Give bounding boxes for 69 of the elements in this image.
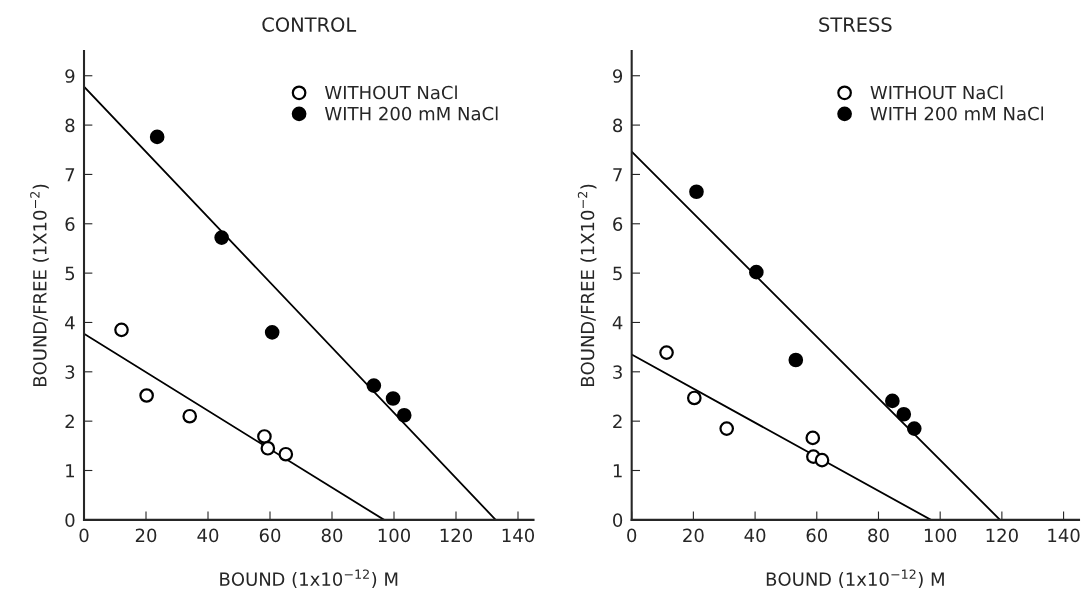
- x-tick-label: 120: [440, 528, 473, 543]
- point: [257, 429, 272, 444]
- x-tick-label: 100: [924, 528, 957, 543]
- y-tick-label: 7: [613, 168, 622, 182]
- x-tick-label: 80: [868, 528, 889, 543]
- x-tick-label: 80: [321, 528, 343, 543]
- legend-label: WITH 200 mM NaCl: [324, 106, 498, 121]
- y-tick-label: 8: [613, 118, 623, 133]
- y-tick-label: 7: [65, 168, 75, 182]
- point: [896, 406, 912, 422]
- x-tick-label: 20: [683, 528, 704, 543]
- point: [749, 264, 764, 280]
- point: [264, 325, 280, 340]
- y-tick-label: 2: [613, 414, 622, 429]
- x-tick-label: 140: [502, 528, 535, 543]
- y-tick-label: 4: [612, 316, 623, 330]
- chart-title: STRESS: [819, 17, 892, 32]
- point: [396, 407, 412, 423]
- point: [114, 322, 129, 338]
- y-tick-label: 5: [613, 266, 622, 281]
- chart-title: CONTROL: [262, 17, 357, 32]
- x-tick-label: 100: [378, 528, 411, 543]
- point: [805, 430, 821, 446]
- point: [385, 391, 401, 406]
- point: [689, 184, 704, 200]
- x-tick-label: 20: [135, 528, 157, 543]
- y-tick-label: 3: [613, 365, 622, 379]
- x-tick-label: 60: [806, 528, 828, 543]
- point: [719, 421, 735, 436]
- point: [814, 452, 830, 468]
- y-tick-label: 3: [65, 365, 75, 379]
- x-axis-title: BOUND (1x10$^{−12}$) M: [766, 569, 944, 589]
- point: [788, 352, 804, 368]
- y-tick-label: 8: [65, 118, 75, 133]
- y-axis-title: BOUND/FREE (1X10$^{−2}$): [30, 184, 49, 387]
- point: [139, 388, 154, 403]
- x-tick-label: 0: [627, 528, 637, 543]
- x-tick-label: 60: [259, 528, 281, 543]
- point: [366, 378, 382, 393]
- point: [659, 345, 674, 360]
- point: [278, 446, 294, 462]
- x-tick-label: 40: [197, 528, 219, 543]
- y-tick-label: 4: [65, 316, 75, 330]
- x-tick-label: 140: [1048, 528, 1080, 543]
- y-tick-label: 2: [65, 414, 74, 429]
- y-axis-title: BOUND/FREE (1X10$^{−2}$): [577, 184, 597, 387]
- point: [149, 129, 165, 145]
- x-tick-label: 40: [744, 528, 766, 543]
- legend-label: WITHOUT NaCl: [324, 85, 457, 100]
- y-tick-label: 6: [65, 217, 75, 231]
- point: [686, 390, 702, 406]
- y-tick-label: 6: [613, 217, 623, 231]
- y-tick-label: 1: [66, 464, 75, 478]
- y-tick-label: 0: [613, 513, 623, 527]
- y-tick-label: 1: [613, 464, 622, 478]
- y-tick-label: 5: [65, 266, 75, 281]
- x-tick-label: 0: [79, 528, 89, 543]
- legend-label: WITH 200 mM NaCl: [870, 106, 1043, 121]
- y-tick-label: 0: [65, 513, 75, 527]
- x-tick-label: 120: [986, 528, 1018, 543]
- y-tick-label: 9: [613, 69, 623, 83]
- x-axis-title: BOUND (1x10$^{−12}$) M: [220, 569, 398, 589]
- point: [885, 393, 900, 409]
- point: [260, 440, 276, 456]
- point: [214, 230, 229, 245]
- y-tick-label: 9: [65, 69, 75, 83]
- point: [906, 421, 922, 436]
- legend-label: WITHOUT NaCl: [870, 85, 1003, 100]
- point: [182, 408, 198, 424]
